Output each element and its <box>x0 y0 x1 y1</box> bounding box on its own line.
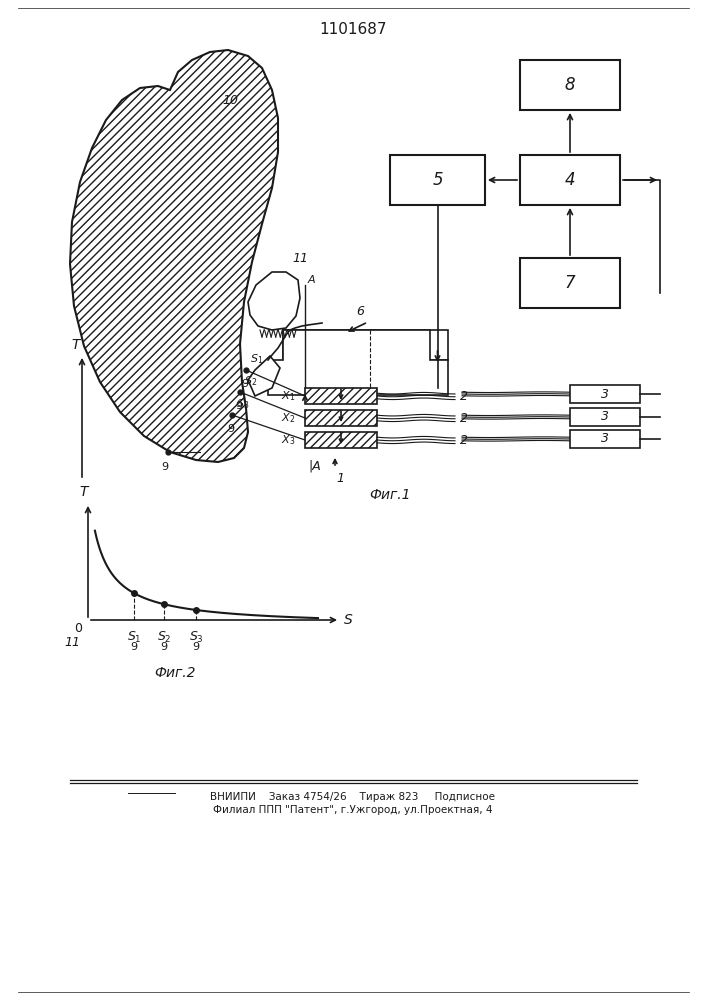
Text: $X_3$: $X_3$ <box>281 433 295 447</box>
Text: T: T <box>71 338 81 352</box>
Text: 3: 3 <box>601 432 609 446</box>
Text: 2: 2 <box>460 389 468 402</box>
Text: 0: 0 <box>74 622 82 635</box>
Text: 9: 9 <box>192 642 199 652</box>
Text: 2: 2 <box>460 412 468 424</box>
Text: ВНИИПИ    Заказ 4754/26    Тираж 823     Подписное: ВНИИПИ Заказ 4754/26 Тираж 823 Подписное <box>211 792 496 802</box>
Text: T: T <box>80 485 88 499</box>
Text: Фиг.2: Фиг.2 <box>154 666 196 680</box>
Bar <box>305 432 377 448</box>
Bar <box>305 410 377 426</box>
Polygon shape <box>268 330 448 395</box>
Bar <box>520 155 620 205</box>
Text: $S_2$: $S_2$ <box>244 374 257 388</box>
Text: 9: 9 <box>161 462 168 472</box>
Text: A: A <box>308 275 315 285</box>
Text: 10: 10 <box>222 94 238 106</box>
Polygon shape <box>70 50 278 462</box>
Polygon shape <box>248 272 300 330</box>
Text: 1: 1 <box>336 472 344 485</box>
Text: 11: 11 <box>64 636 80 649</box>
Text: S: S <box>344 613 353 627</box>
Bar <box>520 258 620 308</box>
Text: 11: 11 <box>292 252 308 265</box>
Text: Фиг.1: Фиг.1 <box>369 488 411 502</box>
Bar <box>305 388 377 404</box>
Text: 7: 7 <box>565 274 575 292</box>
Text: 1101687: 1101687 <box>320 22 387 37</box>
Text: 9: 9 <box>228 424 235 434</box>
Bar <box>570 430 640 448</box>
Text: 3: 3 <box>601 410 609 424</box>
Bar <box>520 60 620 110</box>
Text: $X_2$: $X_2$ <box>281 411 295 425</box>
Text: 9: 9 <box>160 642 168 652</box>
Text: 9: 9 <box>241 379 249 389</box>
Text: 9: 9 <box>235 401 243 411</box>
Text: $S_3$: $S_3$ <box>189 630 204 645</box>
Text: |A: |A <box>308 460 321 473</box>
Text: $S_1$: $S_1$ <box>250 352 263 366</box>
Polygon shape <box>248 356 280 396</box>
Text: 3: 3 <box>601 387 609 400</box>
Bar <box>283 330 448 360</box>
Text: 9: 9 <box>130 642 138 652</box>
Bar <box>570 385 640 403</box>
Text: 5: 5 <box>432 171 443 189</box>
Text: 8: 8 <box>565 76 575 94</box>
Text: $X_1$: $X_1$ <box>281 389 295 403</box>
Text: 2: 2 <box>460 434 468 446</box>
Text: $S_3$: $S_3$ <box>236 397 250 411</box>
Text: 6: 6 <box>356 305 364 318</box>
Text: $S_1$: $S_1$ <box>127 630 141 645</box>
Bar <box>570 408 640 426</box>
Text: $S_2$: $S_2$ <box>157 630 171 645</box>
Bar <box>390 155 485 205</box>
Text: Филиал ППП "Патент", г.Ужгород, ул.Проектная, 4: Филиал ППП "Патент", г.Ужгород, ул.Проек… <box>214 805 493 815</box>
Text: 4: 4 <box>565 171 575 189</box>
